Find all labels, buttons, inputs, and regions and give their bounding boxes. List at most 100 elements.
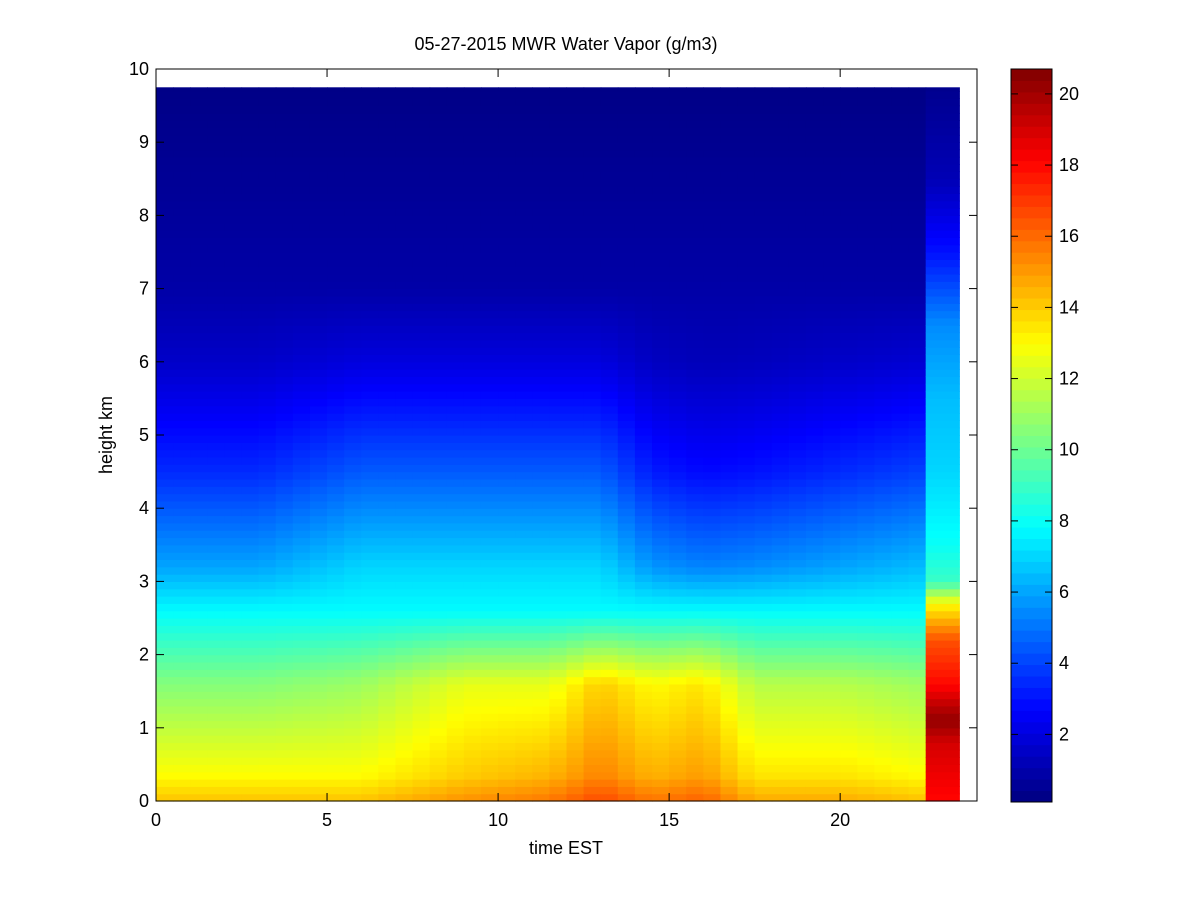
heatmap-cell xyxy=(652,478,670,487)
heatmap-cell xyxy=(515,610,533,619)
heatmap-cell xyxy=(771,764,790,773)
heatmap-cell xyxy=(771,691,790,700)
heatmap-cell xyxy=(463,215,482,224)
heatmap-cell xyxy=(720,230,739,238)
heatmap-cell xyxy=(771,288,790,297)
heatmap-cell xyxy=(258,332,277,341)
heatmap-cell xyxy=(771,134,790,143)
heatmap-cell xyxy=(566,764,585,773)
heatmap-cell xyxy=(515,786,533,795)
heatmap-cell xyxy=(173,530,191,539)
heatmap-cell xyxy=(515,757,533,765)
heatmap-cell xyxy=(840,727,858,736)
heatmap-cell xyxy=(874,112,893,121)
heatmap-cell xyxy=(857,339,875,348)
heatmap-cell xyxy=(805,720,824,729)
heatmap-cell xyxy=(378,383,397,392)
heatmap-cell xyxy=(378,632,397,641)
heatmap-cell xyxy=(788,120,807,129)
heatmap-cell xyxy=(874,522,893,531)
heatmap-cell xyxy=(686,193,704,202)
heatmap-cell xyxy=(720,87,739,92)
heatmap-cell xyxy=(652,252,670,260)
heatmap-cell xyxy=(549,134,568,143)
heatmap-cell xyxy=(600,317,619,326)
heatmap-cell xyxy=(634,244,653,253)
heatmap-cell xyxy=(652,530,670,539)
heatmap-cell xyxy=(771,413,790,421)
heatmap-cell xyxy=(754,303,773,312)
heatmap-cell xyxy=(788,471,807,480)
heatmap-cell xyxy=(617,105,636,114)
heatmap-cell xyxy=(515,456,533,465)
heatmap-cell xyxy=(275,508,294,517)
heatmap-cell xyxy=(515,237,533,246)
heatmap-cell xyxy=(258,530,277,539)
heatmap-cell xyxy=(549,369,568,378)
heatmap-cell xyxy=(378,142,397,151)
heatmap-cell xyxy=(190,654,208,663)
heatmap-cell xyxy=(703,435,722,443)
heatmap-cell xyxy=(634,259,653,268)
heatmap-cell xyxy=(446,376,465,385)
heatmap-cell xyxy=(344,295,362,304)
heatmap-cell xyxy=(429,222,448,231)
heatmap-cell xyxy=(703,156,722,165)
heatmap-cell xyxy=(737,354,756,363)
heatmap-cell xyxy=(925,281,960,290)
heatmap-cell xyxy=(703,164,722,173)
heatmap-cell xyxy=(925,244,960,253)
heatmap-cell xyxy=(173,691,191,700)
heatmap-cell xyxy=(515,244,533,253)
heatmap-cell xyxy=(634,325,653,334)
heatmap-cell xyxy=(224,735,243,744)
heatmap-cell xyxy=(395,771,414,780)
heatmap-cell xyxy=(686,471,704,480)
heatmap-cell xyxy=(429,654,448,663)
heatmap-cell xyxy=(429,749,448,758)
heatmap-cell xyxy=(669,522,687,531)
heatmap-cell xyxy=(207,618,226,626)
heatmap-cell xyxy=(224,705,243,714)
heatmap-cell xyxy=(446,112,465,121)
heatmap-cell xyxy=(857,654,875,663)
heatmap-cell xyxy=(412,713,431,722)
heatmap-cell xyxy=(583,281,602,290)
heatmap-cell xyxy=(874,493,893,502)
heatmap-cell xyxy=(378,574,397,582)
heatmap-cell xyxy=(737,581,756,590)
heatmap-cell xyxy=(207,581,226,590)
heatmap-cell xyxy=(874,559,893,568)
heatmap-cell xyxy=(224,134,243,143)
heatmap-cell xyxy=(309,522,328,531)
heatmap-cell xyxy=(566,369,585,378)
heatmap-cell xyxy=(395,610,414,619)
heatmap-cell xyxy=(292,420,311,429)
heatmap-cell xyxy=(805,244,824,253)
heatmap-cell xyxy=(532,237,550,246)
heatmap-cell xyxy=(583,596,602,604)
heatmap-cell xyxy=(805,230,824,238)
heatmap-cell xyxy=(652,178,670,187)
heatmap-cell xyxy=(874,339,893,348)
heatmap-cell xyxy=(463,603,482,612)
heatmap-cell xyxy=(754,222,773,231)
heatmap-cell xyxy=(549,603,568,612)
heatmap-cell xyxy=(566,347,585,356)
heatmap-cell xyxy=(446,244,465,253)
heatmap-cell xyxy=(224,771,243,780)
heatmap-cell xyxy=(634,120,653,129)
heatmap-cell xyxy=(207,281,226,290)
heatmap-cell xyxy=(429,186,448,195)
heatmap-cell xyxy=(498,134,516,143)
heatmap-cell xyxy=(600,215,619,224)
heatmap-cell xyxy=(429,435,448,443)
heatmap-cell xyxy=(344,639,362,648)
heatmap-cell xyxy=(771,295,790,304)
heatmap-cell xyxy=(429,683,448,692)
heatmap-cell xyxy=(891,281,910,290)
heatmap-cell xyxy=(412,456,431,465)
heatmap-cell xyxy=(515,376,533,385)
heatmap-cell xyxy=(823,566,841,575)
heatmap-cell xyxy=(617,588,636,597)
